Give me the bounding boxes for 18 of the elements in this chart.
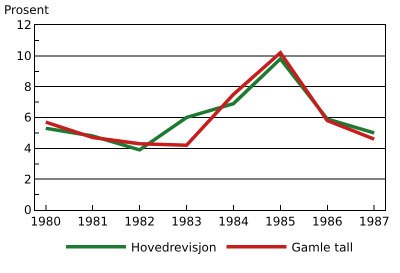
x-tick-label: 1981 bbox=[77, 214, 108, 228]
legend-label: Gamle tall bbox=[292, 240, 354, 254]
x-tick-label: 1986 bbox=[312, 214, 343, 228]
y-tick-label: 12 bbox=[16, 18, 32, 32]
x-tick-label: 1982 bbox=[124, 214, 155, 228]
x-tick-label: 1985 bbox=[265, 214, 296, 228]
x-tick-label: 1980 bbox=[30, 214, 62, 228]
x-tick-label: 1984 bbox=[218, 214, 249, 228]
x-tick-label: 1987 bbox=[358, 214, 390, 228]
y-tick-label: 2 bbox=[24, 172, 32, 186]
y-tick-label: 4 bbox=[24, 142, 32, 156]
y-tick-label: 0 bbox=[24, 203, 32, 218]
legend-label: Hovedrevisjon bbox=[131, 240, 216, 254]
y-tick-label: 6 bbox=[24, 110, 32, 125]
x-tick-label: 1983 bbox=[171, 214, 202, 228]
y-tick-label: 10 bbox=[16, 49, 32, 64]
y-axis-title: Prosent bbox=[4, 3, 50, 17]
y-tick-label: 8 bbox=[24, 80, 32, 94]
